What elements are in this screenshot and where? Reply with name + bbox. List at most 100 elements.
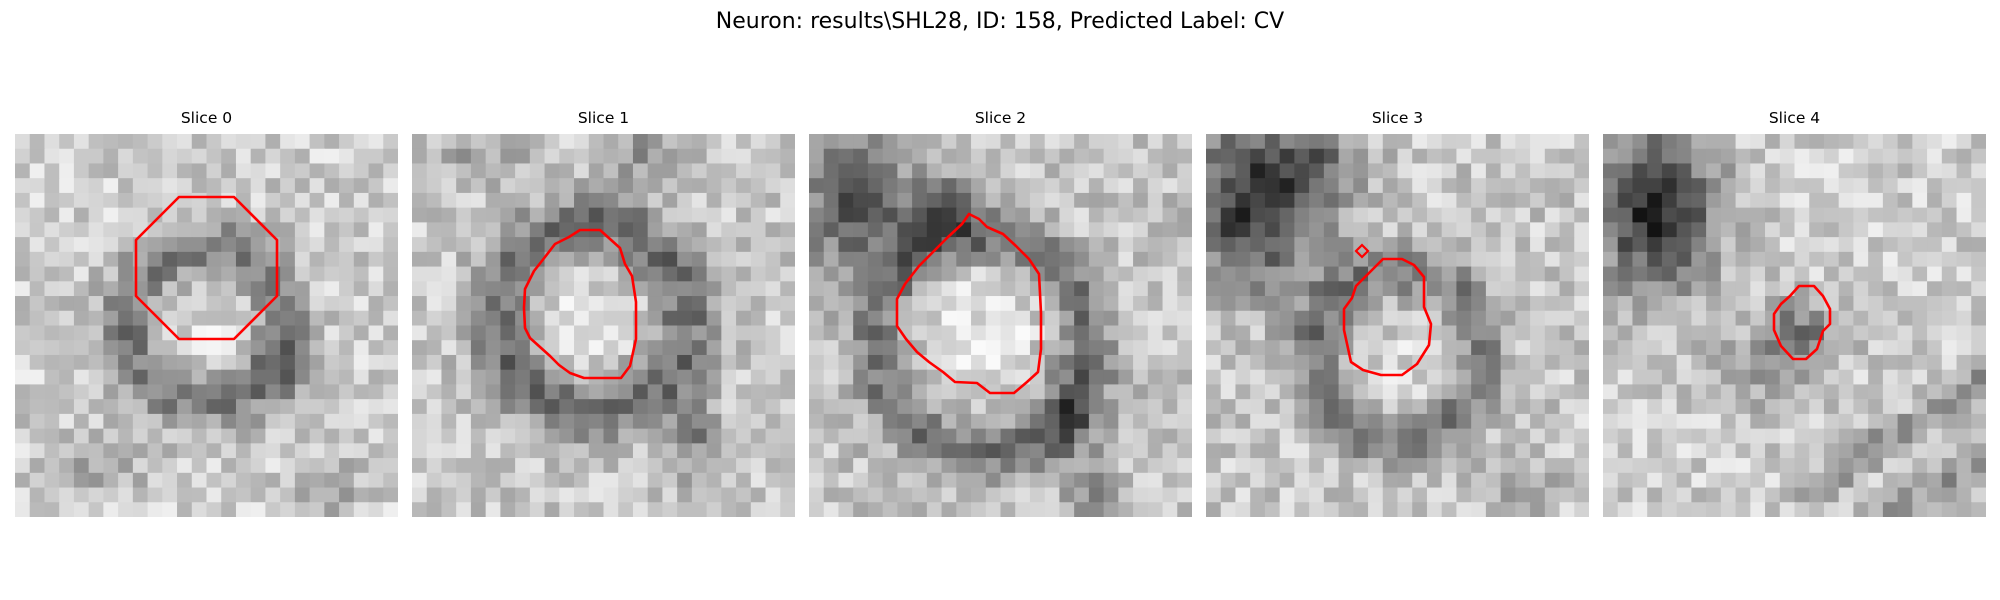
image-pixel [1456, 458, 1472, 474]
image-pixel [1691, 413, 1707, 430]
image-pixel [1868, 266, 1884, 282]
image-pixel [206, 325, 222, 341]
image-pixel [1353, 369, 1369, 386]
image-pixel [1823, 369, 1840, 386]
image-pixel [1235, 413, 1251, 430]
image-pixel [1264, 296, 1281, 312]
image-pixel [926, 325, 943, 341]
image-pixel [1882, 163, 1899, 179]
image-pixel [677, 487, 693, 503]
image-pixel [926, 192, 943, 209]
image-pixel [1941, 502, 1958, 517]
image-pixel [956, 134, 972, 150]
image-pixel [1118, 266, 1134, 282]
image-pixel [1691, 237, 1707, 253]
image-pixel [1691, 134, 1707, 150]
image-pixel [1309, 251, 1325, 268]
image-pixel [809, 134, 825, 150]
image-pixel [603, 502, 619, 517]
image-pixel [1676, 207, 1692, 223]
image-pixel [1897, 310, 1913, 327]
image-pixel [88, 458, 104, 474]
image-pixel [500, 399, 516, 415]
image-pixel [1882, 207, 1899, 223]
image-pixel [1559, 340, 1575, 356]
image-pixel [485, 251, 501, 268]
image-pixel [1456, 325, 1472, 341]
image-pixel [1794, 296, 1810, 312]
image-pixel [1235, 281, 1251, 297]
image-pixel [103, 325, 119, 341]
image-pixel [1456, 296, 1472, 312]
image-pixel [1868, 413, 1884, 430]
image-pixel [456, 443, 472, 459]
image-pixel [1691, 384, 1707, 400]
image-pixel [691, 354, 708, 371]
image-pixel [515, 134, 531, 150]
image-pixel [588, 148, 605, 165]
image-pixel [1279, 222, 1295, 238]
image-pixel [603, 192, 619, 209]
image-pixel [1574, 472, 1589, 489]
image-pixel [838, 399, 854, 415]
image-pixel [765, 443, 781, 459]
image-pixel [1323, 251, 1340, 268]
image-pixel [1765, 472, 1781, 489]
image-pixel [1603, 296, 1619, 312]
image-pixel [1735, 428, 1751, 444]
image-pixel [353, 399, 370, 415]
image-pixel [1206, 458, 1222, 474]
image-pixel [529, 443, 546, 459]
image-pixel [1868, 487, 1884, 503]
image-pixel [1574, 192, 1589, 209]
image-pixel [470, 251, 487, 268]
image-pixel [1059, 384, 1075, 400]
image-pixel [1632, 340, 1648, 356]
image-pixel [426, 399, 443, 415]
image-pixel [1515, 207, 1531, 223]
image-pixel [1720, 399, 1737, 415]
image-pixel [1382, 266, 1399, 282]
image-pixel [1382, 384, 1399, 400]
image-pixel [912, 163, 928, 179]
image-pixel [88, 163, 104, 179]
image-pixel [294, 148, 311, 165]
image-pixel [456, 354, 472, 371]
image-pixel [750, 502, 767, 517]
image-pixel [721, 237, 737, 253]
image-pixel [1309, 222, 1325, 238]
image-pixel [823, 207, 840, 223]
image-pixel [882, 310, 898, 327]
image-pixel [1059, 443, 1075, 459]
image-pixel [1574, 281, 1589, 297]
image-pixel [780, 354, 795, 371]
image-pixel [1691, 178, 1707, 194]
image-pixel [456, 413, 472, 430]
image-pixel [882, 458, 898, 474]
image-pixel [1382, 207, 1399, 223]
image-pixel [44, 340, 60, 356]
image-pixel [809, 222, 825, 238]
image-pixel [500, 207, 516, 223]
image-pixel [574, 296, 590, 312]
image-pixel [1309, 340, 1325, 356]
image-pixel [926, 178, 943, 194]
image-pixel [1912, 163, 1928, 179]
image-pixel [383, 384, 398, 400]
image-pixel [750, 178, 767, 194]
image-pixel [147, 192, 163, 209]
image-pixel [1897, 281, 1913, 297]
image-pixel [280, 443, 296, 459]
image-pixel [1941, 443, 1958, 459]
image-pixel [677, 340, 693, 356]
image-pixel [235, 237, 252, 253]
image-pixel [1250, 458, 1266, 474]
image-pixel [1574, 443, 1589, 459]
image-pixel [838, 340, 854, 356]
image-pixel [1794, 237, 1810, 253]
image-pixel [1574, 502, 1589, 517]
image-pixel [426, 251, 443, 268]
image-pixel [1485, 472, 1502, 489]
image-pixel [838, 222, 854, 238]
image-pixel [1632, 399, 1648, 415]
